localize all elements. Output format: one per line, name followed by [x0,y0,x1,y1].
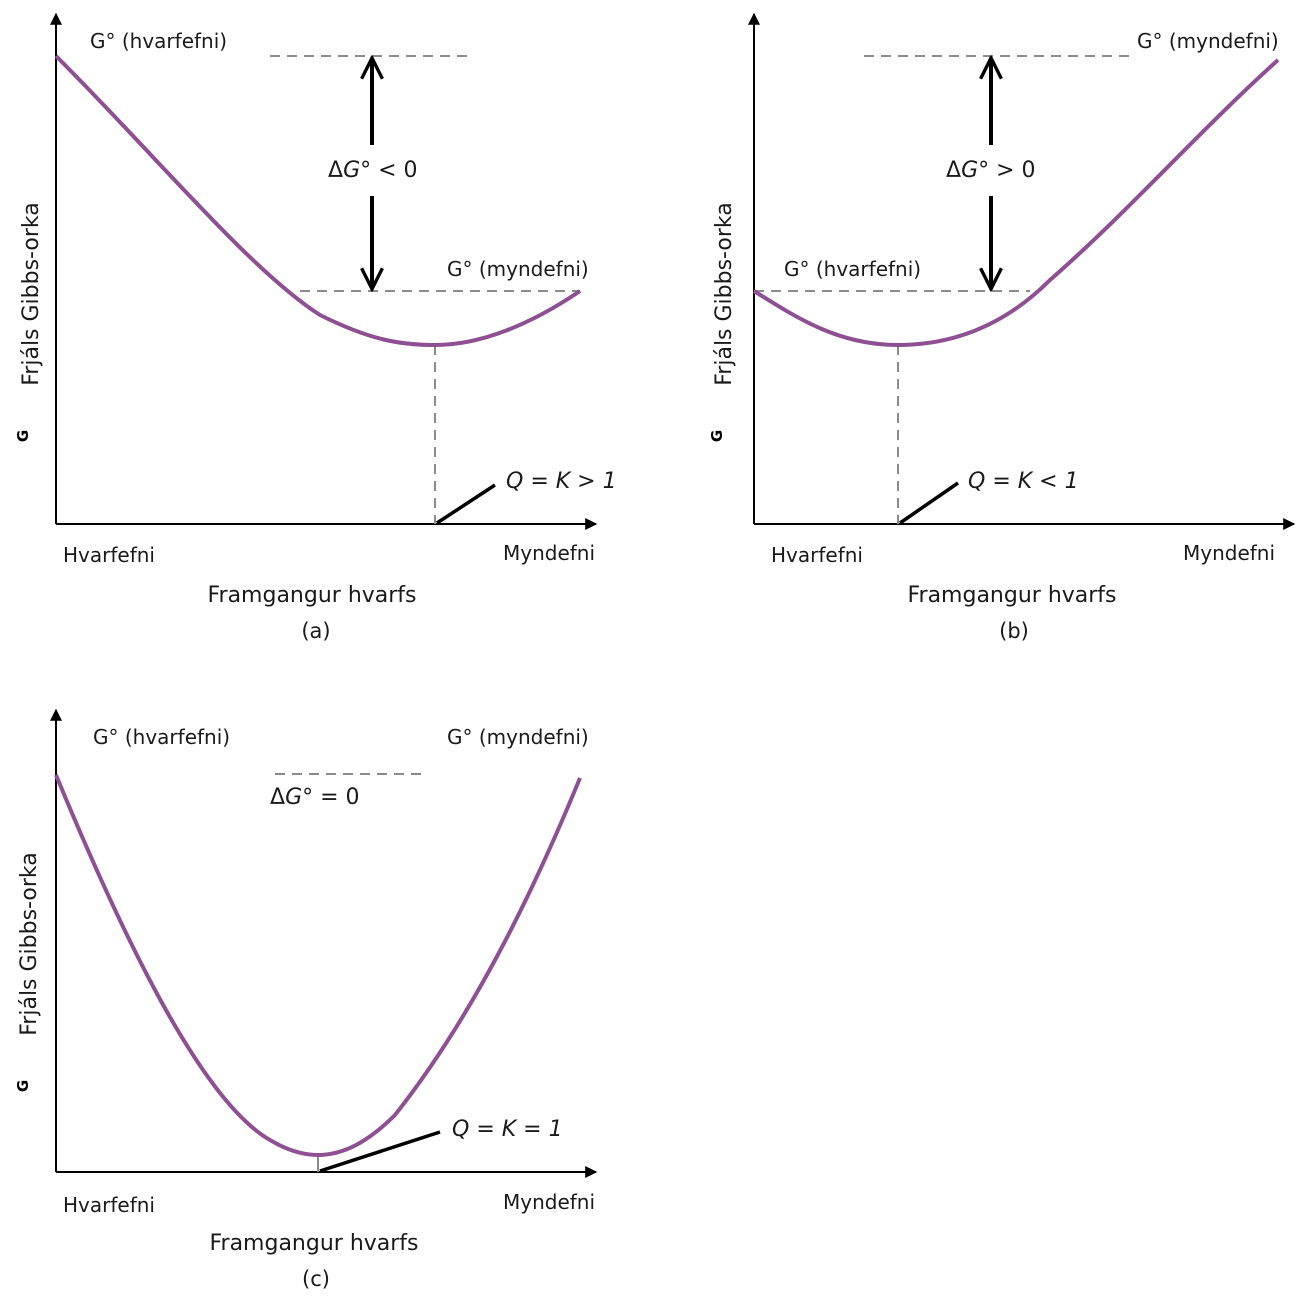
y-axis-title: Frjáls Gibbs-orka [17,852,42,1036]
gibbs-curve [54,774,582,1158]
g-reactants-label: G° (hvarfefni) [93,725,230,749]
panel-caption: (b) [999,619,1029,643]
x-axis-title: Framgangur hvarfs [907,583,1116,608]
g-products-label: G° (myndefni) [447,257,589,281]
panel-c: G° (hvarfefni) G° (myndefni) ΔG° = 0 Q =… [14,708,598,1291]
panel-caption: (c) [302,1267,330,1291]
delta-g-label: ΔG° < 0 [328,158,418,183]
panel-b: G° (myndefni) G° (hvarfefni) ΔG° > 0 Q =… [708,12,1296,643]
x-end-label: Myndefni [503,1190,595,1214]
equilibrium-label: Q = K < 1 [968,469,1079,494]
y-axis-symbol: G [708,430,726,442]
x-start-label: Hvarfefni [63,543,155,567]
x-start-label: Hvarfefni [771,543,863,567]
equilibrium-pointer [899,481,959,525]
delta-g-label: ΔG° > 0 [946,158,1036,183]
y-axis-symbol: G [14,430,32,442]
g-reactants-label: G° (hvarfefni) [90,29,227,53]
x-end-label: Myndefni [1183,541,1275,565]
y-axis-symbol: G [14,1080,32,1092]
g-reactants-label: G° (hvarfefni) [784,257,921,281]
x-axis-title: Framgangur hvarfs [207,583,416,608]
y-axis-title: Frjáls Gibbs-orka [712,202,737,386]
y-axis-title: Frjáls Gibbs-orka [19,202,44,386]
equilibrium-pointer [436,483,496,525]
panel-a: G° (hvarfefni) G° (myndefni) ΔG° < 0 Q =… [14,12,617,643]
gibbs-curve [752,58,1280,348]
equilibrium-pointer [319,1130,441,1173]
gibbs-curve [54,54,582,348]
panel-caption: (a) [301,619,330,643]
x-start-label: Hvarfefni [63,1193,155,1217]
x-axis-title: Framgangur hvarfs [209,1231,418,1256]
g-products-label: G° (myndefni) [447,725,589,749]
x-end-label: Myndefni [503,541,595,565]
delta-g-label: ΔG° = 0 [270,785,360,810]
equilibrium-label: Q = K = 1 [452,1117,563,1142]
equilibrium-label: Q = K > 1 [506,469,617,494]
g-products-label: G° (myndefni) [1137,29,1279,53]
